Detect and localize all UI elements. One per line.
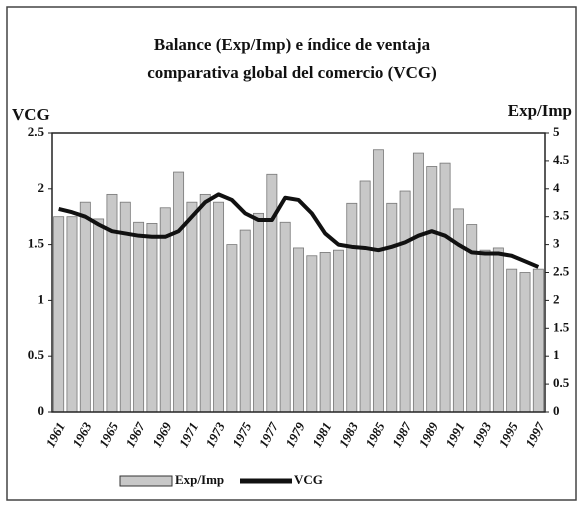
legend-label: Exp/Imp — [175, 472, 224, 487]
x-tick-label: 1997 — [522, 419, 548, 449]
chart-title: comparativa global del comercio (VCG) — [147, 63, 437, 82]
bar — [146, 222, 158, 413]
bar — [492, 247, 504, 413]
x-tick-label: 1969 — [149, 419, 175, 449]
y-axis-label: VCG — [12, 105, 50, 124]
bar — [372, 149, 384, 413]
bar — [106, 193, 118, 413]
frame — [6, 6, 577, 501]
bar — [346, 202, 358, 413]
bar — [319, 252, 331, 413]
bar — [253, 212, 264, 413]
x-tick-label: 1963 — [69, 419, 95, 449]
bar — [266, 173, 278, 413]
x-tick-label: 1985 — [362, 419, 388, 449]
bar — [532, 268, 544, 413]
bar — [306, 255, 318, 413]
x-tick-label: 1971 — [176, 420, 201, 450]
bar — [426, 166, 438, 413]
x-tick-label: 1987 — [389, 419, 415, 449]
y2-tick-label: 0.5 — [553, 375, 570, 390]
bar — [186, 201, 198, 413]
y2-tick-label: 3.5 — [553, 208, 570, 223]
y2-axis-label: Exp/Imp — [508, 101, 572, 120]
bar — [479, 249, 491, 413]
line — [58, 192, 540, 269]
x-tick-label: 1977 — [256, 419, 282, 449]
y2-tick-label: 2.5 — [553, 263, 570, 278]
bar — [333, 249, 344, 413]
x-tick-label: 1995 — [496, 419, 522, 449]
bar — [66, 216, 78, 413]
bar — [439, 162, 451, 413]
bar — [239, 229, 251, 413]
legend-swatch — [119, 475, 173, 487]
x-tick-label: 1991 — [442, 420, 467, 450]
bar — [399, 190, 411, 413]
bar — [412, 152, 424, 413]
bar — [173, 171, 185, 413]
x-tick-label: 1989 — [416, 419, 442, 449]
plot-frame — [51, 132, 546, 413]
bar — [519, 272, 531, 413]
x-tick-label: 1967 — [122, 419, 148, 449]
y2-tick-label: 3 — [553, 236, 560, 251]
bar — [506, 268, 518, 413]
y2-tick-label: 5 — [553, 124, 560, 139]
bar — [279, 221, 291, 413]
x-tick-label: 1983 — [336, 419, 362, 449]
legend-label: VCG — [294, 472, 323, 487]
y-tick-label: 2 — [38, 180, 45, 195]
bar — [79, 201, 91, 413]
x-tick-label: 1993 — [469, 419, 495, 449]
bar — [199, 193, 211, 413]
bar — [293, 247, 304, 413]
x-tick-label: 1975 — [229, 419, 255, 449]
bar — [53, 216, 65, 413]
bar — [93, 218, 105, 413]
y2-tick-label: 4 — [553, 180, 560, 195]
bar — [213, 201, 225, 413]
bar — [133, 221, 145, 413]
y2-tick-label: 1.5 — [553, 319, 570, 334]
x-tick-label: 1973 — [202, 419, 228, 449]
y-tick-label: 0.5 — [28, 347, 45, 362]
x-tick-label: 1981 — [309, 420, 334, 450]
bar — [386, 202, 398, 413]
y-tick-label: 2.5 — [28, 124, 45, 139]
chart-title: Balance (Exp/Imp) e índice de ventaja — [154, 35, 431, 54]
y2-tick-label: 0 — [553, 403, 560, 418]
y-tick-label: 0 — [38, 403, 45, 418]
y2-tick-label: 2 — [553, 291, 560, 306]
x-tick-label: 1961 — [42, 420, 67, 450]
y2-tick-label: 1 — [553, 347, 560, 362]
bar — [226, 244, 238, 413]
y2-tick-label: 4.5 — [553, 152, 570, 167]
bar — [452, 208, 464, 413]
y-tick-label: 1.5 — [28, 236, 45, 251]
y-tick-label: 1 — [38, 291, 45, 306]
x-tick-label: 1965 — [96, 419, 122, 449]
bar — [359, 180, 371, 413]
x-tick-label: 1979 — [282, 419, 308, 449]
